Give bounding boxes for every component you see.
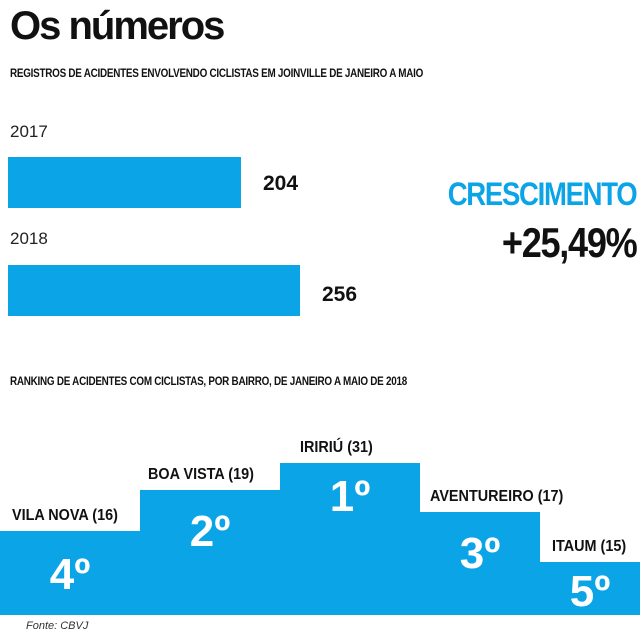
chart-2-title: RANKING DE ACIDENTES COM CICLISTAS, POR … bbox=[10, 376, 407, 388]
rank-label-vila-nova: 4º bbox=[49, 550, 91, 599]
rank-label-aventureiro: 3º bbox=[459, 529, 501, 578]
place-label-iririu: IRIRIÚ (31) bbox=[300, 439, 373, 456]
place-label-aventureiro: AVENTUREIRO (17) bbox=[430, 488, 564, 505]
growth-label: CRESCIMENTO bbox=[447, 176, 637, 212]
place-label-vila-nova: VILA NOVA (16) bbox=[12, 507, 118, 524]
rank-label-boa-vista: 2º bbox=[189, 507, 231, 556]
bar-value-2018: 256 bbox=[322, 283, 358, 306]
podium-block-vila-nova bbox=[0, 531, 140, 615]
chart-1-title: REGISTROS DE ACIDENTES ENVOLVENDO CICLIS… bbox=[10, 68, 424, 80]
rank-label-iririu: 1º bbox=[329, 472, 371, 521]
rank-label-itaum: 5º bbox=[569, 567, 611, 616]
podium-block-iririu bbox=[280, 463, 420, 615]
bar-2018 bbox=[8, 265, 300, 316]
page-title: Os números bbox=[10, 4, 225, 48]
place-label-boa-vista: BOA VISTA (19) bbox=[148, 466, 254, 483]
podium-block-boa-vista bbox=[140, 490, 280, 615]
growth-value: +25,49% bbox=[501, 219, 637, 266]
year-label-2018: 2018 bbox=[10, 229, 48, 248]
bar-value-2017: 204 bbox=[263, 172, 299, 195]
place-label-itaum: ITAUM (15) bbox=[552, 538, 627, 555]
bar-2017 bbox=[8, 157, 241, 208]
source-note: Fonte: CBVJ bbox=[26, 620, 89, 632]
year-label-2017: 2017 bbox=[10, 122, 48, 141]
podium-block-itaum bbox=[540, 562, 640, 615]
podium-block-aventureiro bbox=[420, 512, 540, 615]
